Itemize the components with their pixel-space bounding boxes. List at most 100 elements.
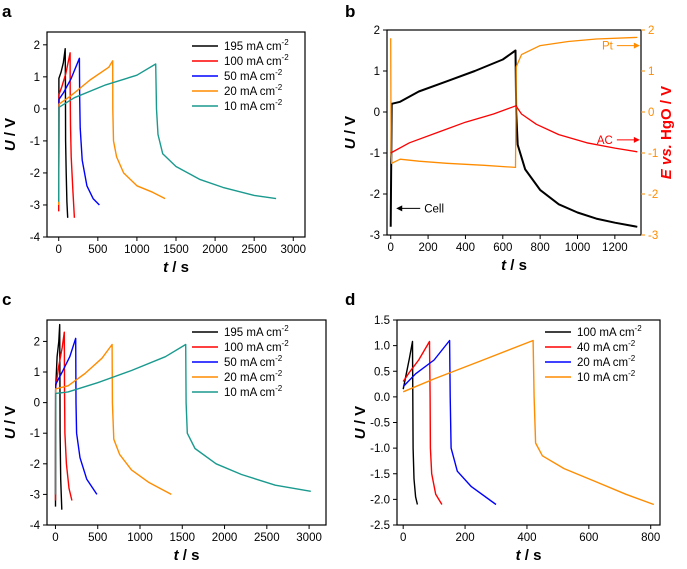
series-line-d-1 bbox=[402, 340, 443, 505]
legend-item-a-4: 10 mA cm-2 bbox=[192, 98, 283, 113]
x-tick-label-c-0: 0 bbox=[52, 532, 58, 544]
series-line-a-4 bbox=[58, 63, 277, 202]
y-right-tick-label-b-1: -2 bbox=[648, 189, 658, 201]
plot-frame-c bbox=[46, 319, 327, 526]
panel-letter-b: b bbox=[345, 2, 355, 21]
y-tick-label-b-2: -1 bbox=[370, 148, 380, 160]
series-line-d-0 bbox=[402, 340, 419, 505]
legend-item-d-3: 10 mA cm-2 bbox=[545, 369, 636, 384]
x-tick-label-d-4: 800 bbox=[641, 532, 660, 544]
x-axis-title-b: t / s bbox=[501, 257, 527, 274]
legend-label: 50 mA cm-2 bbox=[224, 354, 283, 369]
y-tick-label-a-6: 2 bbox=[34, 40, 40, 52]
series-line-b-2 bbox=[390, 105, 638, 154]
x-tick-label-b-2: 400 bbox=[456, 242, 475, 254]
x-tick-label-a-0: 0 bbox=[56, 244, 62, 256]
y-tick-label-c-2: -2 bbox=[30, 459, 40, 471]
series-group-a bbox=[58, 48, 277, 218]
y-tick-label-a-3: -1 bbox=[30, 136, 40, 148]
y-tick-label-c-0: -4 bbox=[30, 520, 41, 532]
legend-item-c-1: 100 mA cm-2 bbox=[192, 339, 289, 354]
y-tick-label-a-1: -3 bbox=[30, 200, 40, 212]
y-axis-title-b: U / V bbox=[342, 116, 359, 149]
x-tick-label-d-1: 200 bbox=[455, 532, 474, 544]
legend-label: 100 mA cm-2 bbox=[224, 339, 289, 354]
y-tick-label-d-0: -2.5 bbox=[370, 520, 390, 532]
series-line-d-2 bbox=[402, 339, 497, 506]
series-line-a-2 bbox=[58, 57, 100, 206]
x-tick-label-d-2: 400 bbox=[517, 532, 536, 544]
x-axis-title-a: t / s bbox=[163, 259, 189, 276]
series-line-a-3 bbox=[58, 60, 166, 206]
x-tick-label-a-6: 3000 bbox=[280, 244, 306, 256]
x-tick-label-b-1: 200 bbox=[418, 242, 437, 254]
x-tick-label-d-3: 600 bbox=[579, 532, 598, 544]
y-right-tick-label-b-5: 2 bbox=[648, 25, 654, 37]
x-axis-title-c: t / s bbox=[174, 547, 200, 564]
legend-item-d-2: 20 mA cm-2 bbox=[545, 354, 636, 369]
x-axis-title-d: t / s bbox=[516, 547, 542, 564]
y-tick-label-c-5: 1 bbox=[34, 367, 40, 379]
y-tick-label-b-1: -2 bbox=[370, 189, 380, 201]
y-axis-title-c: U / V bbox=[2, 406, 19, 439]
legend-label: 100 mA cm-2 bbox=[577, 324, 642, 339]
x-tick-label-a-3: 1500 bbox=[163, 244, 189, 256]
arrow-right-icon bbox=[633, 136, 640, 143]
chart-panel-a: 0 500 1000 1500 2000 2500 3000 -4 -3 -2 -1 0 1 2 t / s… bbox=[2, 31, 306, 276]
legend-item-c-0: 195 mA cm-2 bbox=[192, 324, 289, 339]
legend-item-a-3: 20 mA cm-2 bbox=[192, 83, 283, 98]
series-line-a-1 bbox=[58, 52, 76, 218]
y-right-tick-label-b-3: 0 bbox=[648, 107, 654, 119]
y-tick-label-d-5: 0.0 bbox=[374, 392, 390, 404]
annotation-b-2: Cell bbox=[396, 203, 444, 215]
y-tick-label-b-5: 2 bbox=[374, 25, 380, 37]
x-tick-label-a-4: 2000 bbox=[202, 244, 228, 256]
x-tick-label-a-5: 2500 bbox=[241, 244, 267, 256]
y-tick-label-a-2: -2 bbox=[30, 168, 40, 180]
y-right-tick-label-b-0: -3 bbox=[648, 230, 658, 242]
y-tick-label-d-2: -1.5 bbox=[370, 469, 390, 481]
legend-label: 40 mA cm-2 bbox=[577, 339, 636, 354]
y-tick-label-b-3: 0 bbox=[374, 107, 380, 119]
arrow-right-icon bbox=[633, 42, 640, 49]
x-tick-label-c-1: 500 bbox=[88, 532, 107, 544]
x-tick-label-b-5: 1000 bbox=[565, 242, 591, 254]
chart-panel-d: 0 200 400 600 800 -2.5 -2.0 -1.5 -1.0 -0.5 0.0 0.5 1… bbox=[352, 315, 661, 564]
annotation-label: Pt bbox=[602, 41, 614, 53]
legend-d: 100 mA cm-240 mA cm-220 mA cm-210 mA cm-… bbox=[545, 324, 642, 384]
legend-label: 100 mA cm-2 bbox=[224, 53, 289, 68]
x-tick-label-c-3: 1500 bbox=[169, 532, 195, 544]
chart-panel-b: 0 200 400 600 800 1000 1200 -3 -2 -1 0 1 2 t / s U / V… bbox=[342, 25, 675, 274]
series-line-c-3 bbox=[54, 343, 172, 496]
y-tick-label-a-5: 1 bbox=[34, 72, 40, 84]
y-tick-label-a-4: 0 bbox=[34, 104, 40, 116]
x-tick-label-b-4: 800 bbox=[531, 242, 550, 254]
legend-label: 20 mA cm-2 bbox=[224, 369, 283, 384]
legend-label: 195 mA cm-2 bbox=[224, 324, 289, 339]
y-right-axis-title-b: E vs. HgO / V bbox=[658, 86, 675, 179]
series-group-c bbox=[54, 323, 311, 510]
x-tick-label-c-6: 3000 bbox=[296, 532, 322, 544]
y-tick-label-c-6: 2 bbox=[34, 336, 40, 348]
series-line-c-4 bbox=[54, 343, 311, 495]
legend-item-d-0: 100 mA cm-2 bbox=[545, 324, 642, 339]
series-group-d bbox=[402, 339, 655, 506]
y-tick-label-b-0: -3 bbox=[370, 230, 380, 242]
x-tick-label-b-6: 1200 bbox=[602, 242, 628, 254]
panel-letter-c: c bbox=[2, 290, 11, 309]
panel-letter-a: a bbox=[2, 2, 12, 21]
y-right-tick-label-b-4: 1 bbox=[648, 66, 654, 78]
legend-item-c-3: 20 mA cm-2 bbox=[192, 369, 283, 384]
y-tick-label-c-1: -3 bbox=[30, 489, 40, 501]
legend-label: 20 mA cm-2 bbox=[224, 83, 283, 98]
legend-label: 10 mA cm-2 bbox=[224, 384, 283, 399]
series-line-a-0 bbox=[58, 48, 69, 218]
annotation-b-1: AC bbox=[597, 135, 640, 147]
x-tick-label-d-0: 0 bbox=[400, 532, 406, 544]
panel-letter-d: d bbox=[345, 290, 355, 309]
series-line-c-0 bbox=[54, 323, 63, 510]
x-tick-label-c-4: 2000 bbox=[212, 532, 238, 544]
